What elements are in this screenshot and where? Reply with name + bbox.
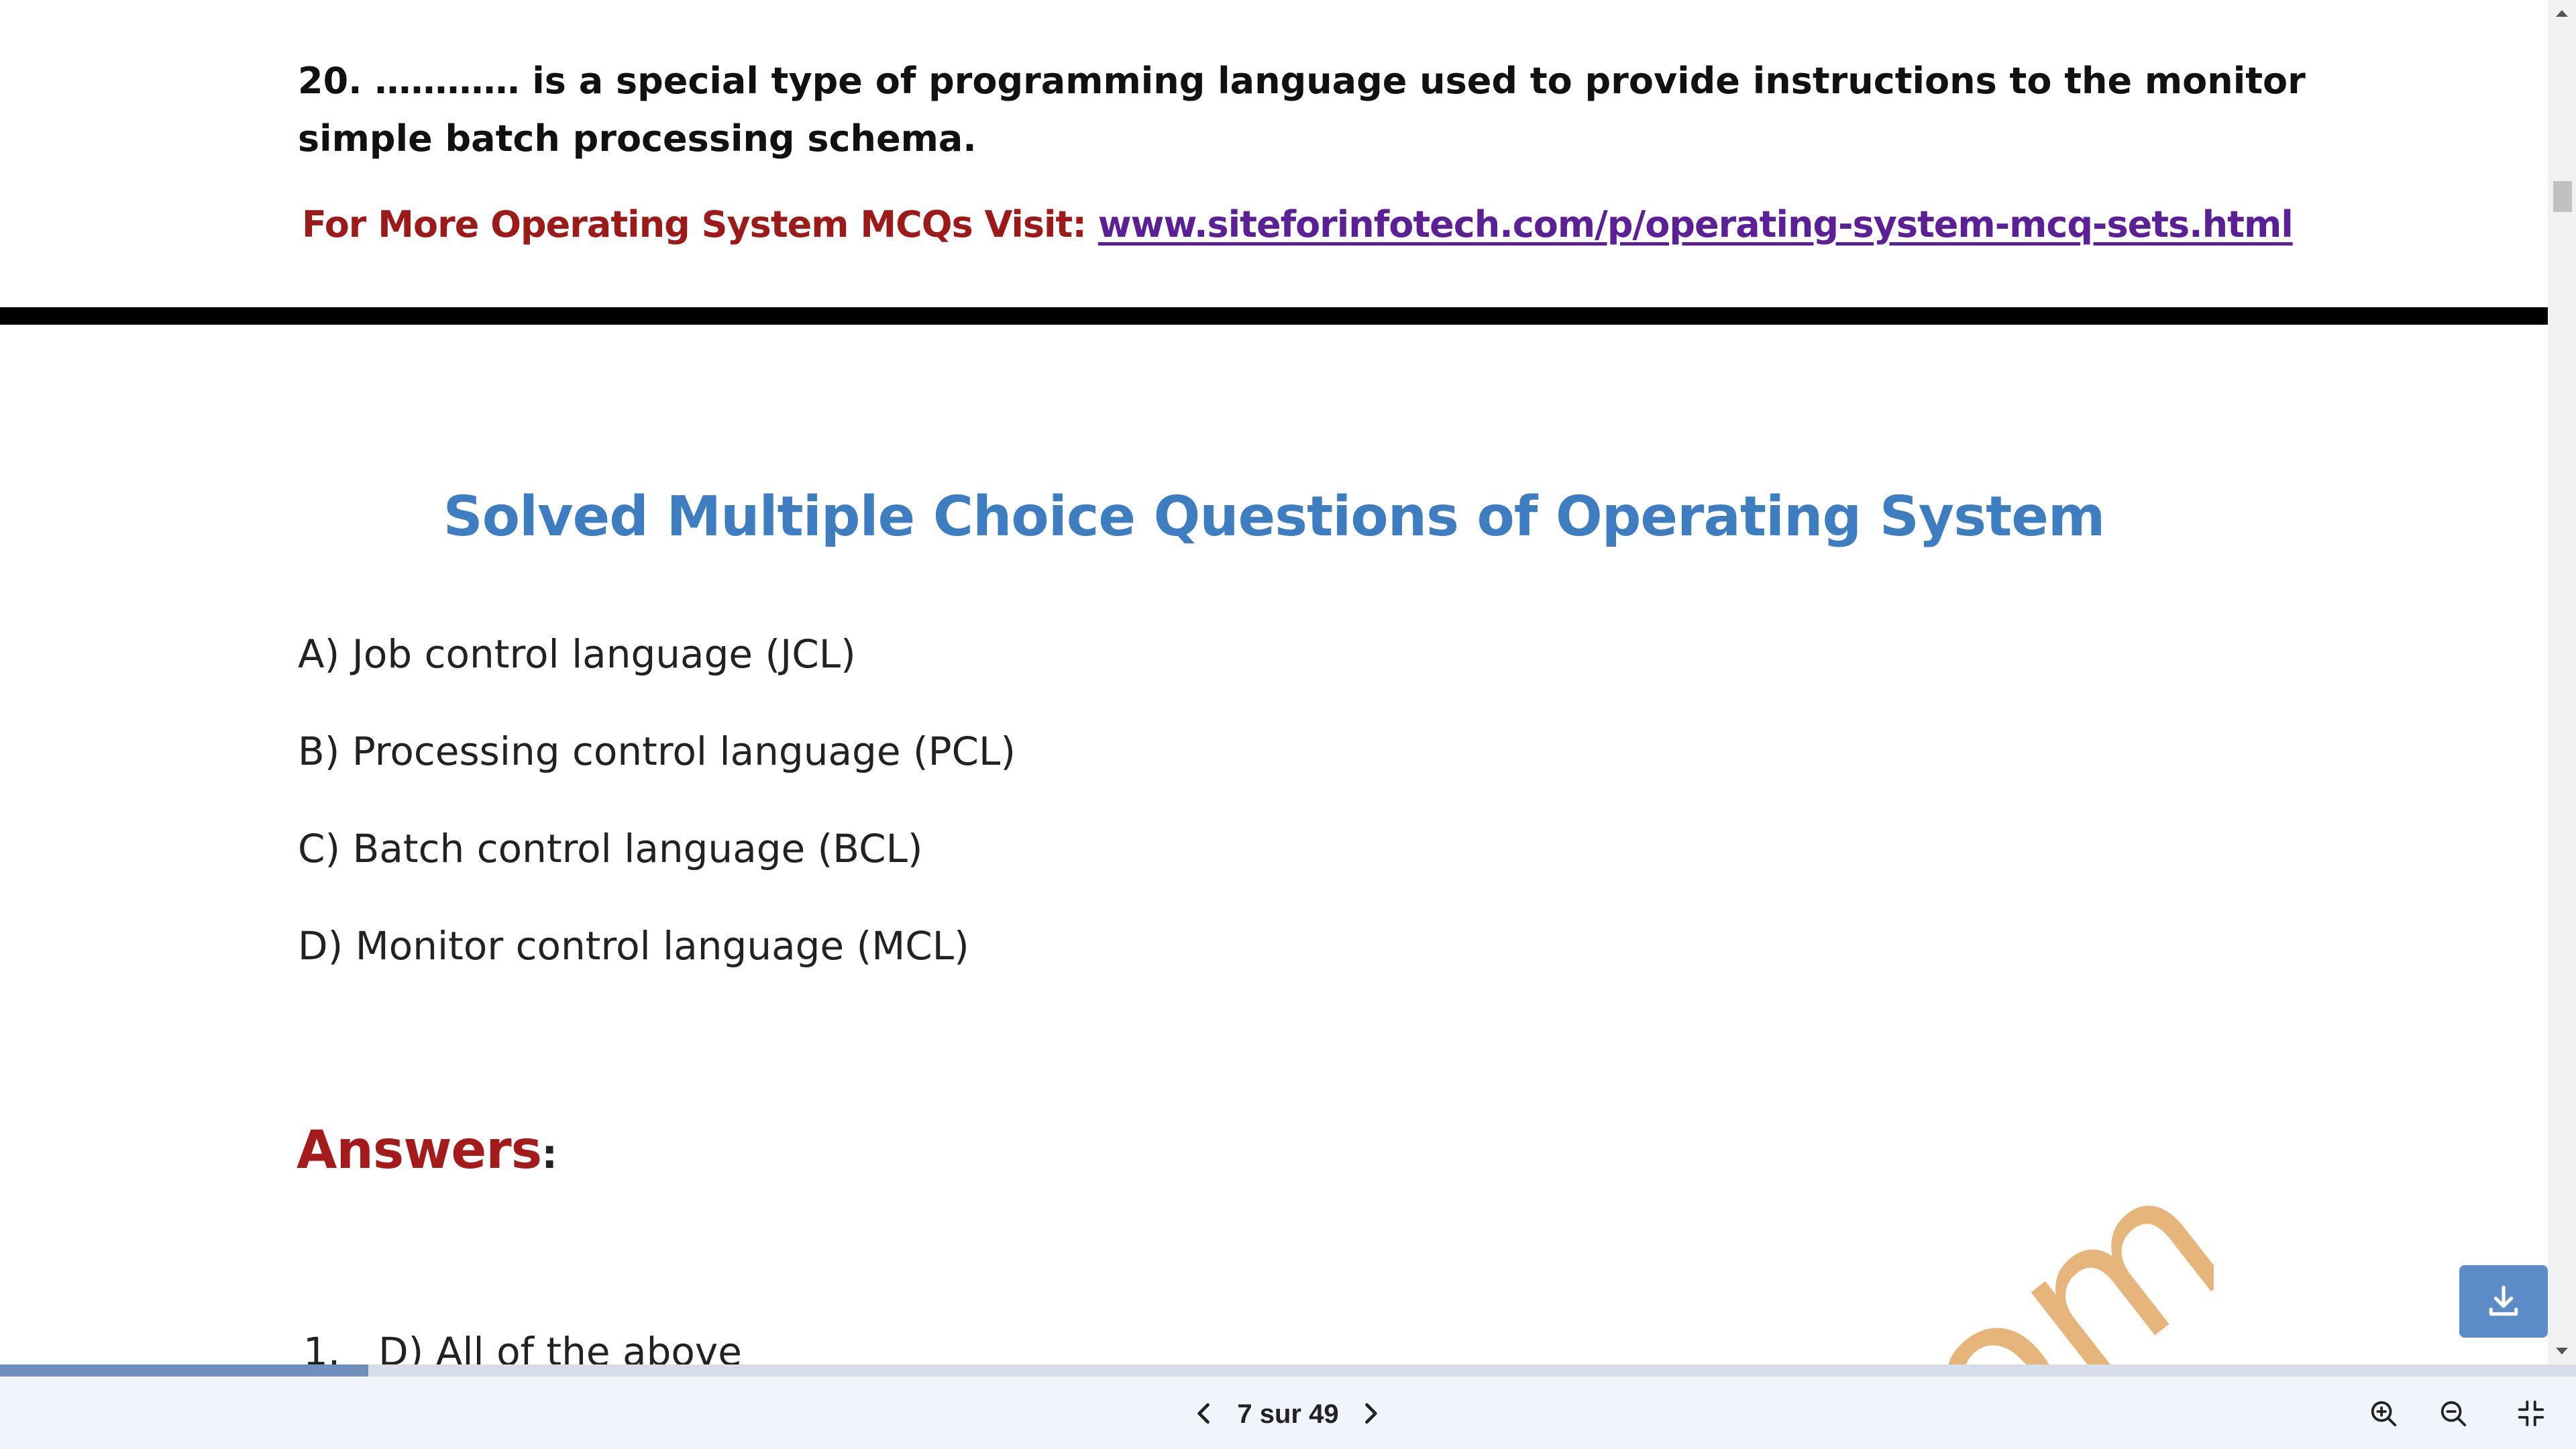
reading-progress-fill (0, 1364, 369, 1377)
answer-text: D) All of the above (378, 1329, 742, 1364)
scrollbar-thumb[interactable] (2553, 181, 2572, 212)
previous-page-button[interactable] (1181, 1390, 1228, 1437)
next-page-button[interactable] (1347, 1390, 1394, 1437)
scroll-down-button[interactable] (2548, 1338, 2576, 1364)
chevron-right-icon (1365, 1403, 1377, 1424)
zoom-in-button[interactable] (2360, 1390, 2407, 1437)
zoom-out-button[interactable] (2430, 1390, 2477, 1437)
answer-row: 1. D) All of the above (303, 1322, 742, 1364)
page-separator (0, 307, 2548, 325)
page-indicator: 7 sur 49 (1237, 1399, 1339, 1429)
option-b: B) Processing control language (PCL) (298, 729, 1016, 774)
exit-fullscreen-icon (2518, 1400, 2544, 1427)
option-d: D) Monitor control language (MCL) (298, 923, 969, 969)
answer-number: 1. (303, 1329, 341, 1364)
question-text: 20. ………… is a special type of programmin… (298, 60, 2306, 160)
answers-heading: Answers: (297, 1114, 557, 1191)
promo-prefix: For More Operating System MCQs Visit: (302, 203, 1098, 246)
chevron-left-icon (1197, 1403, 1210, 1424)
answers-colon: : (541, 1131, 557, 1178)
promo-link[interactable]: www.siteforinfotech.com/p/operating-syst… (1097, 203, 2294, 246)
scroll-up-button[interactable] (2548, 0, 2576, 27)
download-icon (2489, 1285, 2518, 1316)
document-viewport[interactable]: 20. ………… is a special type of programmin… (0, 0, 2548, 1364)
page-heading: Solved Multiple Choice Questions of Oper… (443, 485, 2106, 549)
promo-line: For More Operating System MCQs Visit: ww… (302, 195, 2294, 255)
triangle-down-icon (2556, 1348, 2568, 1354)
option-c: C) Batch control language (BCL) (298, 826, 923, 871)
zoom-in-icon (2371, 1401, 2397, 1427)
triangle-up-icon (2556, 10, 2568, 17)
answers-title: Answers (297, 1120, 542, 1181)
zoom-out-icon (2440, 1401, 2467, 1427)
vertical-scrollbar[interactable] (2548, 0, 2576, 1364)
watermark-text: om (1872, 1181, 2214, 1364)
option-a: A) Job control language (JCL) (298, 631, 856, 677)
reading-progress-bar (0, 1364, 2576, 1377)
viewer-toolbar: 7 sur 49 (0, 1377, 2576, 1449)
download-button[interactable] (2459, 1265, 2548, 1338)
exit-fullscreen-button[interactable] (2508, 1390, 2555, 1437)
watermark: om (1872, 1181, 2214, 1364)
